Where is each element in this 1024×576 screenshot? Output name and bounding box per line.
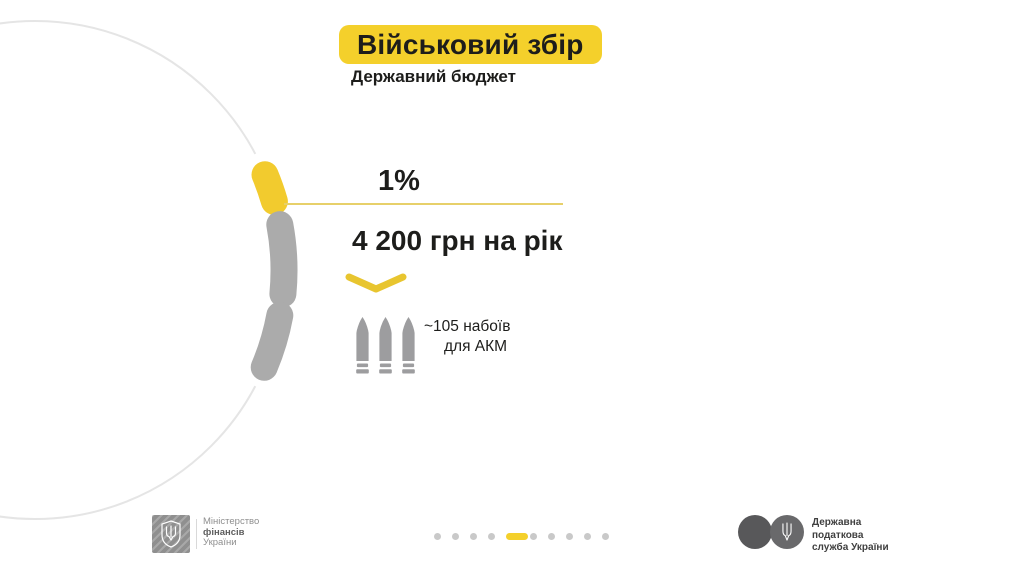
pagination-dot[interactable] — [530, 533, 537, 540]
bullet-icons — [355, 316, 416, 374]
rate-callout-line — [284, 203, 563, 205]
trident-icon — [782, 522, 792, 541]
ministry-line1: Міністерство — [203, 516, 260, 527]
ring-outline-circle — [0, 20, 285, 520]
tax-service-trident-circle — [770, 515, 804, 549]
rate-value: 1% — [378, 165, 420, 197]
pagination-dot[interactable] — [434, 533, 441, 540]
pagination-active-pill[interactable] — [506, 533, 528, 540]
tax-service-logo-circle — [738, 515, 772, 549]
amount-value: 4 200 грн на рік — [352, 225, 563, 256]
ministry-of-finance-label: Міністерство фінансів України — [203, 516, 260, 549]
tax-line2: податкова — [812, 529, 864, 541]
pagination-dot[interactable] — [470, 533, 477, 540]
page-title: Військовий збір — [357, 28, 584, 60]
equivalent-line2: для АКМ — [444, 338, 508, 355]
pagination-dot[interactable] — [584, 533, 591, 540]
ring-segment-gray-2 — [250, 301, 294, 381]
tax-line1: Державна — [812, 517, 862, 528]
pagination-dot[interactable] — [452, 533, 459, 540]
footer-divider — [196, 519, 197, 549]
title-highlight: Військовий збір — [339, 25, 602, 64]
ring-segment-gray-1 — [266, 211, 298, 308]
pagination — [434, 533, 609, 540]
equivalent-text: ~105 набоїв для АКМ — [424, 317, 510, 357]
pagination-dot[interactable] — [548, 533, 555, 540]
pagination-dot[interactable] — [566, 533, 573, 540]
tax-line3: служба України — [812, 542, 889, 553]
ministry-of-finance-logo — [152, 515, 190, 553]
pagination-dot[interactable] — [488, 533, 495, 540]
pagination-dot[interactable] — [602, 533, 609, 540]
chevron-down-icon — [345, 273, 407, 293]
bullet-icon — [356, 317, 369, 374]
bullet-icon — [402, 317, 415, 374]
trident-shield-icon — [161, 520, 181, 548]
equivalent-line1: ~105 набоїв — [424, 318, 511, 335]
ministry-line3: України — [203, 537, 237, 548]
page-subtitle: Державний бюджет — [351, 67, 516, 86]
tax-service-label: Державна податкова служба України — [812, 517, 889, 555]
ring-segment-highlighted — [251, 161, 288, 215]
bullet-icon — [379, 317, 392, 374]
ministry-line2: фінансів — [203, 526, 245, 538]
